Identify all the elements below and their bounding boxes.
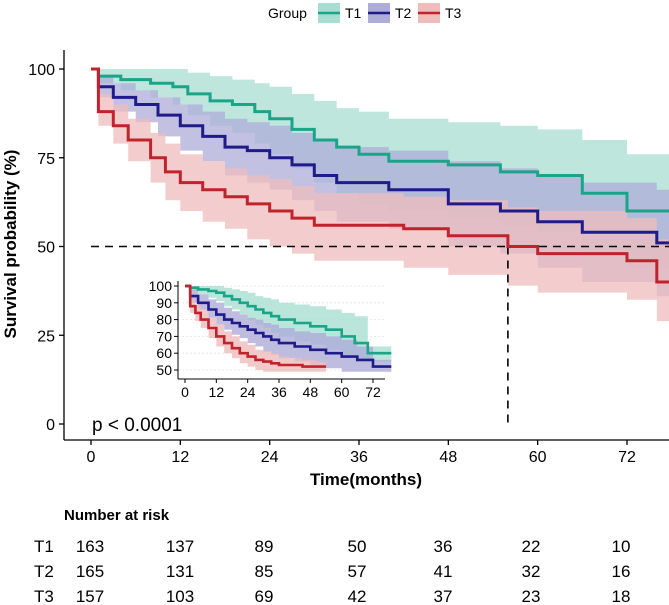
risk-cell: 57 bbox=[348, 562, 367, 581]
y-axis-title: Survival probability (%) bbox=[1, 150, 20, 339]
curve-t3 bbox=[91, 67, 669, 284]
risk-cell: 18 bbox=[612, 587, 631, 605]
legend-item-t3: T3 bbox=[418, 3, 462, 23]
risk-row-label: T1 bbox=[34, 537, 54, 556]
risk-cell: 36 bbox=[434, 537, 453, 556]
x-tick-label: 60 bbox=[529, 449, 547, 466]
inset-curve-t2 bbox=[185, 284, 392, 368]
risk-cell: 165 bbox=[76, 562, 104, 581]
risk-cell: 89 bbox=[255, 537, 274, 556]
inset-curve-t1 bbox=[185, 284, 392, 355]
curve-t2 bbox=[91, 67, 669, 245]
risk-table-title: Number at risk bbox=[64, 507, 170, 524]
y-tick-label: 100 bbox=[28, 62, 55, 79]
risk-cell: 163 bbox=[76, 537, 104, 556]
band-t3 bbox=[91, 69, 669, 322]
x-axis-title: Time(months) bbox=[310, 470, 422, 489]
risk-cell: 10 bbox=[612, 537, 631, 556]
inset-y-tick-label: 100 bbox=[149, 278, 173, 294]
inset-band-t2 bbox=[185, 286, 392, 372]
risk-cell: 50 bbox=[348, 537, 367, 556]
risk-cell: 137 bbox=[166, 537, 194, 556]
x-tick-label: 0 bbox=[87, 449, 96, 466]
main-axes: 0 25 50 75 100 0 12 24 36 48 60 72 bbox=[28, 50, 669, 466]
inset-x-tick-label: 72 bbox=[365, 384, 381, 400]
risk-row-label: T3 bbox=[34, 587, 54, 605]
x-tick-label: 24 bbox=[261, 449, 279, 466]
inset-y-tick-label: 60 bbox=[156, 345, 172, 361]
inset-x-tick-label: 0 bbox=[181, 384, 189, 400]
inset-x-tick-label: 48 bbox=[303, 384, 319, 400]
y-tick-label: 0 bbox=[46, 417, 55, 434]
risk-cell: 85 bbox=[255, 562, 274, 581]
legend-label-t1: T1 bbox=[345, 5, 362, 21]
legend-item-t2: T2 bbox=[368, 3, 412, 23]
survival-curves bbox=[91, 67, 669, 284]
y-tick-label: 25 bbox=[37, 328, 55, 345]
risk-cell: 69 bbox=[255, 587, 274, 605]
risk-cell: 42 bbox=[348, 587, 367, 605]
median-reference-lines bbox=[91, 245, 669, 424]
x-tick-label: 72 bbox=[618, 449, 636, 466]
risk-cell: 41 bbox=[434, 562, 453, 581]
risk-cell: 32 bbox=[522, 562, 541, 581]
x-tick-label: 48 bbox=[439, 449, 457, 466]
legend-item-t1: T1 bbox=[318, 3, 362, 23]
risk-cell: 157 bbox=[76, 587, 104, 605]
risk-table: Number at risk T1 163 137 89 50 36 22 10 T2 165 13… bbox=[34, 507, 630, 605]
inset-x-tick-label: 12 bbox=[209, 384, 225, 400]
risk-row-label: T2 bbox=[34, 562, 54, 581]
inset-y-tick-label: 80 bbox=[156, 312, 172, 328]
p-value-label: p < 0.0001 bbox=[92, 415, 182, 436]
inset-y-tick-label: 90 bbox=[156, 295, 172, 311]
inset-x-tick-label: 36 bbox=[271, 384, 287, 400]
risk-cell: 23 bbox=[522, 587, 541, 605]
inset-survival-curves bbox=[185, 284, 392, 368]
risk-cell: 22 bbox=[522, 537, 541, 556]
inset-y-tick-label: 50 bbox=[156, 362, 172, 378]
legend: Group T1 T2 T3 bbox=[268, 3, 462, 23]
y-tick-label: 50 bbox=[37, 240, 55, 257]
inset-curve-t3 bbox=[185, 284, 326, 368]
x-tick-label: 36 bbox=[350, 449, 368, 466]
risk-cell: 16 bbox=[612, 562, 631, 581]
risk-cell: 103 bbox=[166, 587, 194, 605]
inset-y-tick-label: 70 bbox=[156, 328, 172, 344]
legend-title: Group bbox=[268, 5, 307, 21]
legend-label-t2: T2 bbox=[395, 5, 412, 21]
inset-x-tick-label: 24 bbox=[240, 384, 256, 400]
x-tick-label: 12 bbox=[171, 449, 189, 466]
curve-t1 bbox=[91, 67, 669, 213]
y-tick-label: 75 bbox=[37, 151, 55, 168]
inset-x-tick-label: 60 bbox=[334, 384, 350, 400]
risk-cell: 37 bbox=[434, 587, 453, 605]
legend-label-t3: T3 bbox=[445, 5, 462, 21]
risk-cell: 131 bbox=[166, 562, 194, 581]
